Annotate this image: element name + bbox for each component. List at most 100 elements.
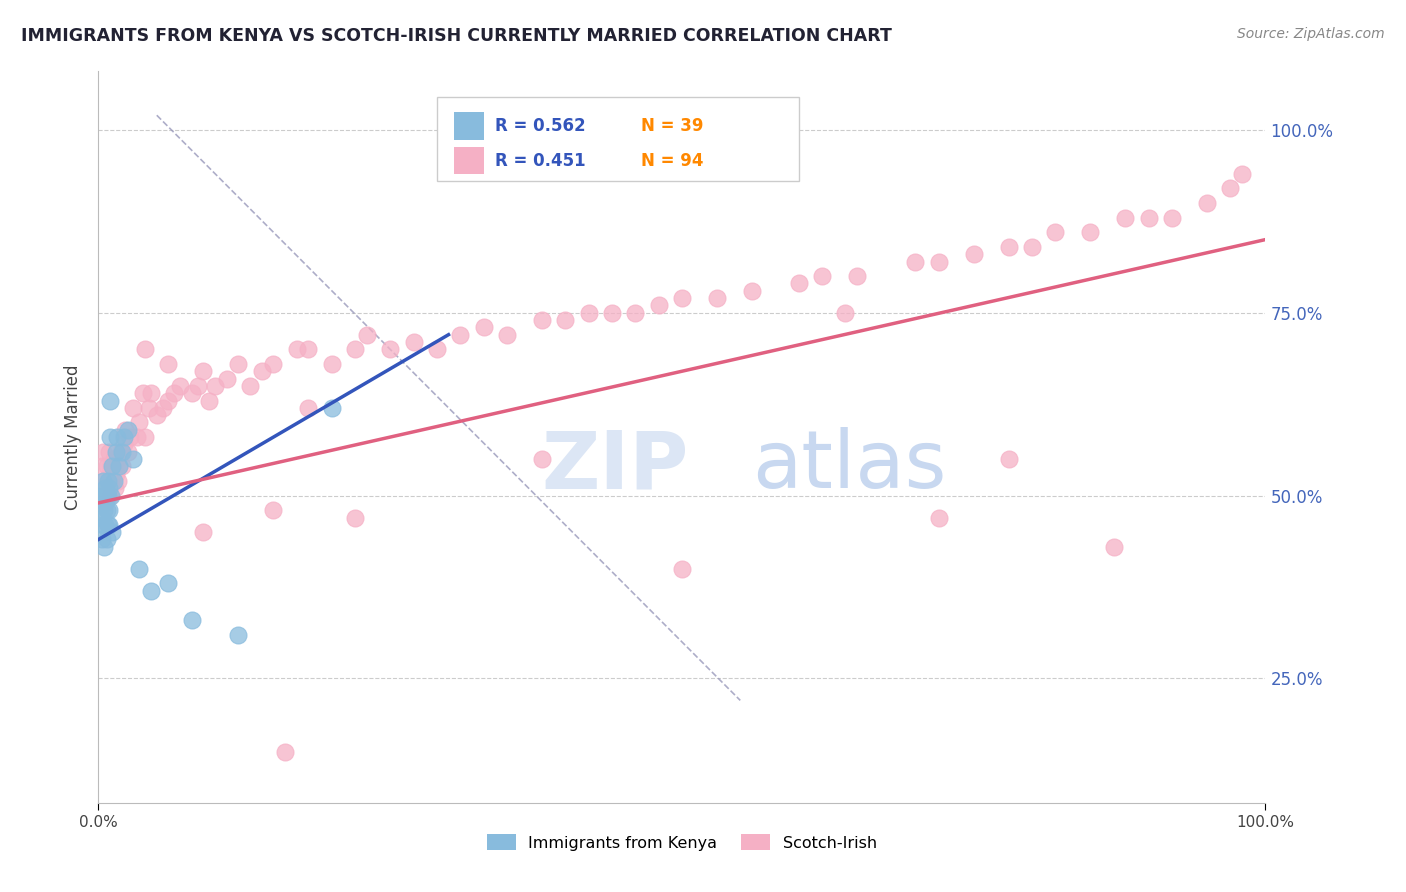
Point [250,364,273,378]
Point [104,467,127,481]
Point [180,613,202,627]
Point [321,401,343,415]
Point [104,481,127,495]
Point [90,533,112,547]
Point [112,437,135,451]
Point [122,452,145,467]
Text: ZIP: ZIP [541,427,689,506]
Point [134,343,156,357]
Point [297,343,319,357]
Point [846,269,869,284]
Point [426,343,449,357]
Point [117,423,139,437]
Point [94,496,117,510]
Point [1137,211,1160,225]
FancyBboxPatch shape [437,97,799,181]
Point [98,467,121,481]
Point [274,745,297,759]
Point [157,393,180,408]
Point [472,320,495,334]
Point [741,284,763,298]
Point [787,277,810,291]
Point [187,379,209,393]
Point [101,474,124,488]
Point [928,254,950,268]
Point [98,430,121,444]
FancyBboxPatch shape [454,112,484,140]
Point [101,459,124,474]
Point [647,298,669,312]
Point [198,393,221,408]
Point [96,489,118,503]
Point [530,313,553,327]
Point [93,474,115,488]
Point [496,327,519,342]
Point [97,474,120,488]
Point [93,503,115,517]
Point [904,254,927,268]
Point [297,401,319,415]
Point [578,306,600,320]
Point [962,247,984,261]
Point [624,306,647,320]
Point [97,481,120,495]
Point [128,562,150,576]
Point [1021,240,1043,254]
Point [114,423,136,437]
Point [98,393,121,408]
Point [163,386,186,401]
Point [104,444,127,458]
Point [997,240,1019,254]
Point [344,510,367,524]
Text: IMMIGRANTS FROM KENYA VS SCOTCH-IRISH CURRENTLY MARRIED CORRELATION CHART: IMMIGRANTS FROM KENYA VS SCOTCH-IRISH CU… [21,27,891,45]
Point [139,583,162,598]
Point [91,444,114,458]
Point [706,291,728,305]
Point [90,510,112,524]
Point [94,517,117,532]
Point [169,379,191,393]
Point [215,371,238,385]
Point [321,357,343,371]
Point [228,627,250,641]
Point [344,343,367,357]
Point [157,357,180,371]
Point [285,343,308,357]
Point [93,540,115,554]
Point [94,489,117,503]
Point [90,459,112,474]
Point [180,386,202,401]
Text: R = 0.562: R = 0.562 [495,117,586,136]
Point [449,327,471,342]
Text: N = 39: N = 39 [641,117,703,136]
Point [100,489,122,503]
Point [103,474,125,488]
Point [997,452,1019,467]
Y-axis label: Currently Married: Currently Married [63,364,82,510]
Point [262,357,284,371]
Point [157,576,180,591]
Point [834,306,856,320]
Point [356,327,378,342]
Point [600,306,623,320]
Point [530,452,553,467]
Point [97,517,120,532]
Point [96,459,118,474]
Point [671,562,693,576]
Point [111,459,134,474]
Point [97,474,120,488]
Point [671,291,693,305]
Point [402,334,425,349]
Point [91,517,114,532]
Point [1195,196,1218,211]
Point [138,401,160,415]
Point [132,386,155,401]
Point [107,474,129,488]
Point [98,489,121,503]
Point [152,401,174,415]
Point [262,503,284,517]
Point [1230,167,1253,181]
Point [96,503,118,517]
Point [117,444,139,458]
Point [228,357,250,371]
